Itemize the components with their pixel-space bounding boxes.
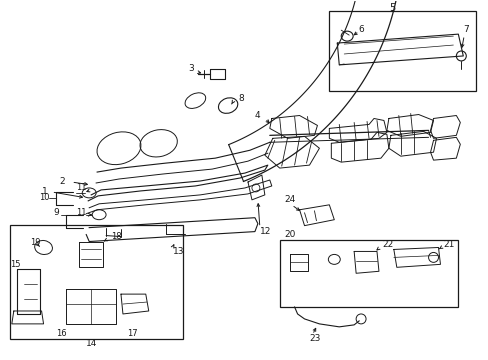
Text: 10: 10 <box>39 193 49 202</box>
Text: 1: 1 <box>41 188 47 197</box>
Text: 23: 23 <box>309 334 320 343</box>
Text: 8: 8 <box>238 94 244 103</box>
Text: 4: 4 <box>254 111 260 120</box>
Text: 9: 9 <box>53 208 59 217</box>
Text: 13: 13 <box>172 247 183 256</box>
Text: 15: 15 <box>10 260 20 269</box>
Text: 16: 16 <box>56 329 66 338</box>
Bar <box>328 11 475 91</box>
Text: 20: 20 <box>284 230 295 239</box>
Text: 7: 7 <box>463 25 468 34</box>
Text: 19: 19 <box>30 238 40 247</box>
Text: 3: 3 <box>188 64 194 73</box>
Text: 11: 11 <box>76 184 87 193</box>
Text: 18: 18 <box>111 232 122 241</box>
Text: 17: 17 <box>127 329 138 338</box>
Text: 12: 12 <box>259 227 271 236</box>
Text: 14: 14 <box>85 339 97 348</box>
Text: 5: 5 <box>388 3 394 13</box>
Text: 11: 11 <box>76 208 87 217</box>
Text: 6: 6 <box>358 25 363 34</box>
Text: 21: 21 <box>443 240 454 249</box>
Text: 2: 2 <box>60 177 65 186</box>
Text: 24: 24 <box>284 195 295 204</box>
Bar <box>279 239 457 307</box>
Text: 22: 22 <box>381 240 392 249</box>
Bar <box>10 225 183 339</box>
